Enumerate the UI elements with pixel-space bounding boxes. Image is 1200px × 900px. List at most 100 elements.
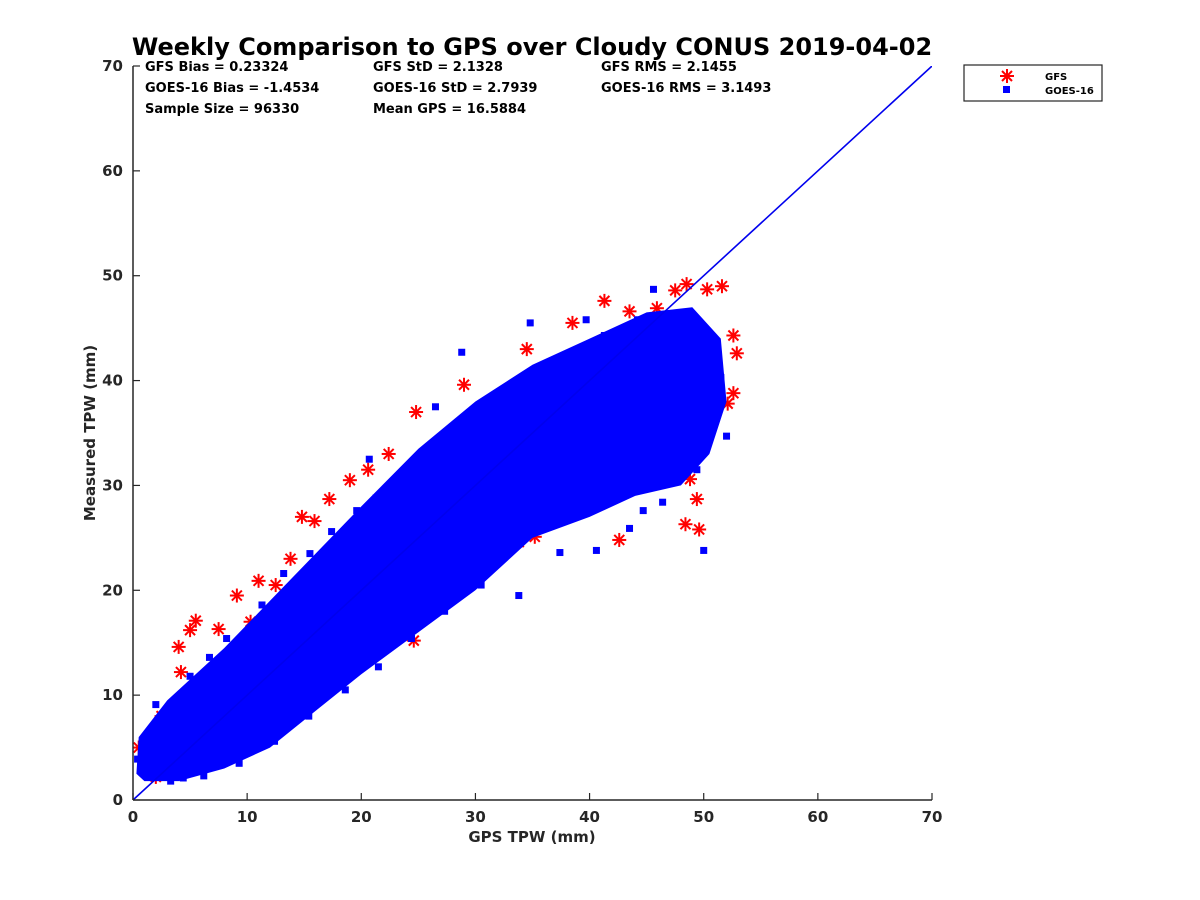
goes-16-point (510, 515, 518, 523)
goes-16-point (163, 723, 171, 731)
goes-16-point (224, 702, 232, 710)
goes-16-point (626, 408, 634, 416)
gfs-point (678, 517, 693, 532)
gfs-point (322, 492, 337, 507)
goes-16-point (373, 576, 381, 584)
goes-16-point (193, 741, 201, 749)
stat-gfs-std: GFS StD = 2.1328 (373, 60, 503, 75)
y-tick-label: 0 (113, 791, 123, 809)
legend-box (963, 64, 1103, 102)
goes-16-point (339, 599, 347, 607)
goes-16-point (444, 517, 452, 525)
one-to-one-line (133, 66, 932, 801)
x-tick-label: 0 (128, 808, 138, 826)
goes-16-point (526, 319, 534, 327)
gfs-point (361, 462, 376, 477)
goes-16-point (248, 637, 256, 645)
goes-16-point (693, 466, 701, 474)
goes-16-point (326, 645, 334, 653)
goes-16-point (477, 581, 485, 589)
gfs-point (729, 346, 744, 361)
goes-16-point (611, 465, 619, 473)
x-tick-label: 70 (922, 808, 943, 826)
gfs-point (268, 578, 283, 593)
goes-16-point (543, 443, 551, 451)
legend-label-goes: GOES-16 (1045, 86, 1094, 97)
plot-area (133, 66, 932, 801)
y-tick-label: 10 (102, 686, 123, 704)
stat-gfs-rms: GFS RMS = 2.1455 (601, 60, 737, 75)
gfs-point (679, 277, 694, 292)
x-tick-label: 20 (351, 808, 372, 826)
goes-16-point (467, 500, 475, 508)
goes-16-point (422, 540, 430, 548)
goes-16-point (284, 661, 292, 669)
goes-16-point (398, 479, 406, 487)
goes-16-point (408, 635, 416, 643)
goes-16-point (240, 698, 248, 706)
goes-16-point-cloud (136, 307, 727, 782)
goes-16-point (308, 639, 316, 647)
y-tick-label: 50 (102, 267, 123, 285)
gfs-point (689, 492, 704, 507)
goes-16-point (535, 454, 543, 462)
gfs-point (229, 588, 244, 603)
gfs-point (283, 551, 298, 566)
gfs-point (251, 573, 266, 588)
stat-sample-size: Sample Size = 96330 (145, 102, 299, 117)
goes-16-point (626, 524, 634, 532)
legend-label-gfs: GFS (1045, 72, 1067, 83)
goes-16-point (441, 607, 449, 615)
goes-16-point (634, 316, 642, 324)
goes-16-point (660, 387, 668, 395)
goes-16-point (271, 660, 279, 668)
goes-16-point (547, 494, 555, 502)
goes-16-point (293, 641, 301, 649)
goes-16-point (638, 396, 646, 404)
gfs-point (171, 639, 186, 654)
gfs-point (714, 279, 729, 294)
goes-16-point (186, 672, 194, 680)
goes-16-point (501, 468, 509, 476)
goes-16-point (330, 620, 338, 628)
goes-16-point (510, 466, 518, 474)
y-tick-label: 60 (102, 162, 123, 180)
legend: GFS GOES-16 (963, 64, 1103, 102)
goes-16-point (134, 755, 142, 763)
goes-16-point (486, 481, 494, 489)
gfs-point (211, 622, 226, 637)
goes-16-point (280, 570, 288, 578)
goes-16-point (604, 416, 612, 424)
series-goes-16 (134, 285, 731, 785)
goes-16-point (668, 346, 676, 354)
goes-16-point (458, 348, 466, 356)
goes-16-point (305, 712, 313, 720)
x-tick-label: 30 (465, 808, 486, 826)
y-axis-label: Measured TPW (mm) (81, 345, 99, 521)
goes-16-point (144, 763, 152, 771)
goes-16-point (453, 502, 461, 510)
goes-16-point (672, 389, 680, 397)
goes-16-point (152, 701, 160, 709)
goes-16-point (210, 685, 218, 693)
goes-16-point (592, 546, 600, 554)
goes-16-point (523, 457, 531, 465)
gfs-point (519, 342, 534, 357)
goes-16-point (673, 423, 681, 431)
y-tick-label: 20 (102, 581, 123, 599)
goes-16-point (483, 536, 491, 544)
stat-mean-gps: Mean GPS = 16.5884 (373, 102, 526, 117)
goes-16-point (205, 653, 213, 661)
goes-16-point (705, 387, 713, 395)
gfs-point (726, 328, 741, 343)
goes-16-point (235, 759, 243, 767)
goes-16-point (156, 757, 164, 765)
gfs-point (342, 473, 357, 488)
legend-marker-goes (1003, 86, 1010, 93)
stat-goes-std: GOES-16 StD = 2.7939 (373, 81, 537, 96)
goes-16-point (395, 555, 403, 563)
gfs-point (726, 386, 741, 401)
goes-16-point (477, 486, 485, 494)
gfs-point (565, 315, 580, 330)
